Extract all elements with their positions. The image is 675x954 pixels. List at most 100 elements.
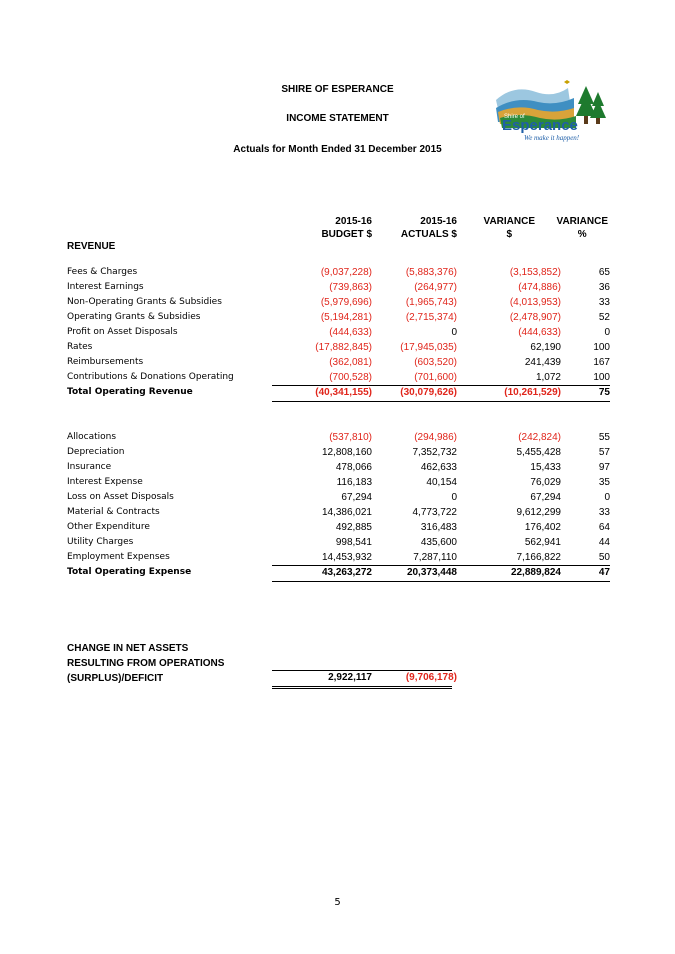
variance-amount-value: 562,941 (524, 537, 561, 548)
net-double-rule-1 (272, 686, 452, 687)
table-row: Interest Earnings (739,863) (264,977) (474,… (0, 282, 675, 297)
net-change-label: CHANGE IN NET ASSETS RESULTING FROM OPER… (67, 643, 225, 684)
budget-value: (739,863) (329, 282, 372, 293)
actuals-value: 316,483 (420, 522, 457, 533)
table-row: Loss on Asset Disposals 67,294 0 67,294 0 (0, 492, 675, 507)
variance-percent-value: 0 (604, 327, 610, 338)
statement-title: INCOME STATEMENT (286, 113, 389, 124)
row-label: Other Expenditure (67, 522, 150, 532)
variance-amount-value: (444,633) (518, 327, 561, 338)
row-label: Insurance (67, 462, 112, 472)
actuals-value: 462,633 (420, 462, 457, 473)
variance-percent-value: 57 (598, 447, 610, 458)
actuals-value: (603,520) (414, 357, 457, 368)
variance-percent-value: 33 (598, 507, 610, 518)
variance-percent-value: 167 (593, 357, 610, 368)
row-label: Interest Earnings (67, 282, 144, 292)
variance-amount-value: (2,478,907) (509, 312, 561, 323)
net-top-rule (272, 670, 452, 671)
budget-value: (444,633) (329, 327, 372, 338)
budget-value: 67,294 (341, 492, 372, 503)
row-label: Operating Grants & Subsidies (67, 312, 201, 322)
col-header-variance-amount: VARIANCE $ (483, 216, 535, 240)
table-row: Allocations (537,810) (294,986) (242,824) 55 (0, 432, 675, 447)
total-label: Total Operating Expense (67, 567, 192, 577)
actuals-value: 40,154 (426, 477, 457, 488)
budget-value: 14,453,932 (321, 552, 372, 563)
shire-logo: Shire of Esperance We make it happen! (494, 78, 610, 150)
table-row: Contributions & Donations Operating (700,… (0, 372, 675, 387)
variance-percent-value: 35 (598, 477, 610, 488)
actuals-value: (5,883,376) (405, 267, 457, 278)
variance-percent-value: 33 (598, 297, 610, 308)
budget-value: (9,037,228) (320, 267, 372, 278)
actuals-value: 0 (451, 492, 457, 503)
revenue-heading: REVENUE (67, 241, 116, 252)
svg-text:Esperance: Esperance (502, 117, 578, 134)
table-row: Interest Expense 116,183 40,154 76,029 35 (0, 477, 675, 492)
row-label: Utility Charges (67, 537, 134, 547)
variance-amount-value: (3,153,852) (509, 267, 561, 278)
actuals-value: (1,965,743) (405, 297, 457, 308)
total-bottom-rule (272, 401, 610, 402)
table-row: Profit on Asset Disposals (444,633) 0 (444,… (0, 327, 675, 342)
row-label: Allocations (67, 432, 117, 442)
actuals-value: 435,600 (420, 537, 457, 548)
variance-percent-value: 55 (598, 432, 610, 443)
actuals-value: (294,986) (414, 432, 457, 443)
net-budget-value: 2,922,117 (328, 672, 372, 683)
col-header-budget: 2015-16 BUDGET $ (321, 216, 372, 240)
total-actuals-value: (30,079,626) (400, 387, 457, 398)
actuals-value: (701,600) (414, 372, 457, 383)
actuals-value: 4,773,722 (412, 507, 458, 518)
budget-value: (362,081) (329, 357, 372, 368)
variance-percent-value: 0 (604, 492, 610, 503)
table-row: Rates (17,882,845) (17,945,035) 62,190 100 (0, 342, 675, 357)
variance-amount-value: 9,612,299 (516, 507, 562, 518)
variance-amount-value: (242,824) (518, 432, 561, 443)
variance-amount-value: (4,013,953) (509, 297, 561, 308)
total-variance-percent-value: 75 (598, 387, 610, 398)
svg-text:Shire of: Shire of (504, 114, 525, 120)
total-variance-amount-value: 22,889,824 (510, 567, 561, 578)
total-variance-percent-value: 47 (598, 567, 610, 578)
table-row: Reimbursements (362,081) (603,520) 241,439 1… (0, 357, 675, 372)
variance-amount-value: 241,439 (524, 357, 561, 368)
actuals-value: 0 (451, 327, 457, 338)
page-number: 5 (334, 897, 341, 908)
table-row: Material & Contracts 14,386,021 4,773,722 9… (0, 507, 675, 522)
budget-value: 478,066 (335, 462, 372, 473)
total-rule (272, 565, 610, 566)
variance-amount-value: 76,029 (530, 477, 561, 488)
budget-value: (5,194,281) (320, 312, 372, 323)
variance-percent-value: 44 (598, 537, 610, 548)
variance-amount-value: 62,190 (530, 342, 561, 353)
budget-value: (537,810) (329, 432, 372, 443)
org-name: SHIRE OF ESPERANCE (281, 84, 394, 95)
variance-amount-value: 176,402 (524, 522, 561, 533)
total-budget-value: 43,263,272 (321, 567, 372, 578)
col-header-actuals: 2015-16 ACTUALS $ (400, 216, 457, 240)
budget-value: 14,386,021 (321, 507, 372, 518)
row-label: Non-Operating Grants & Subsidies (67, 297, 222, 307)
total-label: Total Operating Revenue (67, 387, 193, 397)
row-label: Loss on Asset Disposals (67, 492, 174, 502)
row-label: Interest Expense (67, 477, 143, 487)
table-row: Non-Operating Grants & Subsidies (5,979,6… (0, 297, 675, 312)
variance-amount-value: (474,886) (518, 282, 561, 293)
actuals-value: 7,287,110 (413, 552, 457, 563)
net-actuals-value: (9,706,178) (405, 672, 457, 683)
total-bottom-rule (272, 581, 610, 582)
budget-value: 116,183 (336, 477, 372, 488)
variance-percent-value: 100 (593, 372, 610, 383)
budget-value: 12,808,160 (321, 447, 372, 458)
budget-value: 492,885 (335, 522, 372, 533)
total-rule (272, 385, 610, 386)
row-label: Employment Expenses (67, 552, 170, 562)
budget-value: (17,882,845) (315, 342, 372, 353)
actuals-value: (264,977) (414, 282, 457, 293)
row-label: Rates (67, 342, 93, 352)
row-label: Fees & Charges (67, 267, 138, 277)
svg-text:We make it happen!: We make it happen! (524, 134, 580, 142)
actuals-value: (17,945,035) (400, 342, 457, 353)
